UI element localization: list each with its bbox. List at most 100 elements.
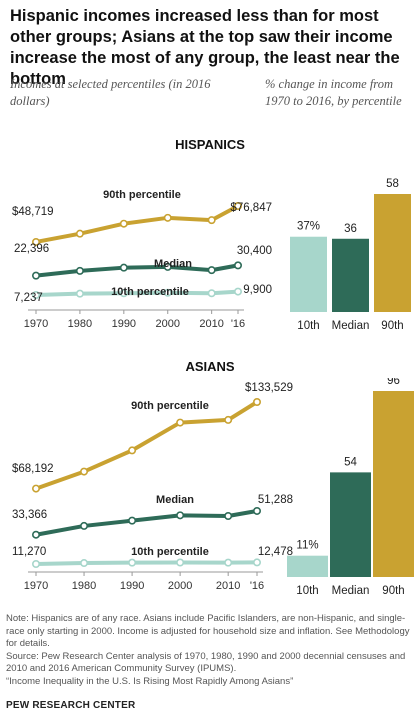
data-point-p10 bbox=[253, 558, 262, 567]
bar-category-label: Median bbox=[332, 320, 370, 332]
hispanics-section-title: HISPANICS bbox=[175, 137, 245, 152]
bar-value-label: 36 bbox=[344, 223, 357, 235]
data-point-p10 bbox=[31, 291, 40, 300]
data-point-p90 bbox=[119, 219, 128, 228]
asians-section-title: ASIANS bbox=[185, 359, 235, 374]
left-subtitle: Incomes at selected percentiles (in 2016… bbox=[10, 77, 211, 108]
series-name-label: Median bbox=[156, 494, 194, 506]
series-name-label: 10th percentile bbox=[131, 546, 209, 558]
bar-value-label: 11% bbox=[296, 540, 318, 552]
data-point-p90 bbox=[31, 237, 40, 246]
series-line-median bbox=[34, 263, 240, 278]
data-point-median bbox=[119, 263, 128, 272]
series-line-p10 bbox=[34, 560, 259, 566]
right-subtitle: % change in income from 1970 to 2016, by… bbox=[265, 77, 402, 108]
pew-research-center-logo-text: PEW RESEARCH CENTER bbox=[6, 700, 136, 711]
data-point-p10 bbox=[234, 287, 243, 296]
data-point-median bbox=[75, 266, 84, 275]
data-point-median bbox=[253, 506, 262, 515]
series-name-label: 10th percentile bbox=[111, 286, 189, 298]
notes-block: Note: Hispanics are of any race. Asians … bbox=[6, 613, 416, 688]
data-point-median bbox=[31, 271, 40, 280]
x-tick-label: 1970 bbox=[24, 318, 48, 330]
bar-value-label: 96 bbox=[387, 378, 400, 387]
x-tick-label: 2010 bbox=[199, 318, 223, 330]
series-name-label: Median bbox=[154, 258, 192, 270]
data-point-p90 bbox=[31, 484, 40, 493]
series-line-p10 bbox=[34, 289, 240, 297]
x-tick-label: 2000 bbox=[155, 318, 179, 330]
data-point-median bbox=[176, 511, 185, 520]
end-value-label: 51,288 bbox=[258, 494, 293, 506]
data-point-p10 bbox=[119, 289, 128, 298]
data-point-p10 bbox=[176, 558, 185, 567]
data-point-p10 bbox=[75, 289, 84, 298]
bar-category-label: Median bbox=[332, 585, 370, 597]
x-tick-label: 1990 bbox=[112, 318, 136, 330]
bar-category-label: 10th bbox=[297, 320, 319, 332]
bar-p10 bbox=[290, 236, 327, 312]
data-point-median bbox=[31, 530, 40, 539]
x-tick-label: 1990 bbox=[120, 580, 144, 592]
data-point-median bbox=[163, 262, 172, 271]
source-text: Source: Pew Research Center analysis of … bbox=[6, 650, 406, 675]
data-point-median bbox=[207, 266, 216, 275]
bar-p10 bbox=[287, 555, 328, 577]
data-point-median bbox=[234, 261, 243, 270]
data-point-p10 bbox=[80, 559, 89, 568]
x-tick-label: 2010 bbox=[216, 580, 240, 592]
series-name-label: 90th percentile bbox=[131, 400, 209, 412]
end-value-label: $76,847 bbox=[230, 202, 272, 214]
series-line-median bbox=[34, 508, 259, 537]
start-value-label: 11,270 bbox=[12, 546, 46, 558]
x-tick-label: '16 bbox=[250, 580, 264, 592]
data-point-median bbox=[224, 511, 233, 520]
bar-value-label: 37% bbox=[297, 221, 320, 233]
bar-median bbox=[330, 472, 371, 577]
chart-title: Hispanic incomes increased less than for… bbox=[10, 7, 400, 88]
bar-category-label: 90th bbox=[381, 320, 403, 332]
start-value-label: $48,719 bbox=[12, 206, 54, 218]
bar-category-label: 90th bbox=[382, 585, 404, 597]
data-point-p90 bbox=[224, 415, 233, 424]
data-point-p10 bbox=[163, 288, 172, 297]
hispanics-chart: 1970 1980 1990 2000 2010 '16 $48,719 $76,847 90t… bbox=[12, 178, 411, 332]
bar-value-label: 58 bbox=[386, 178, 399, 190]
bar-p90 bbox=[374, 194, 411, 312]
data-point-median bbox=[128, 516, 137, 525]
data-point-p90 bbox=[234, 201, 243, 210]
bar-median bbox=[332, 238, 369, 312]
data-point-p90 bbox=[207, 216, 216, 225]
data-point-p10 bbox=[207, 289, 216, 298]
series-line-p90 bbox=[34, 400, 259, 491]
asians-chart: 1970 1980 1990 2000 2010 '16 $68,192 $133,529 90… bbox=[12, 378, 414, 597]
bar-value-label: 54 bbox=[344, 456, 357, 468]
bar-category-label: 10th bbox=[296, 585, 318, 597]
x-tick-label: 1980 bbox=[68, 318, 92, 330]
end-value-label: 9,900 bbox=[243, 284, 272, 296]
end-value-label: 12,478 bbox=[258, 546, 293, 558]
data-point-p90 bbox=[163, 213, 172, 222]
data-point-p10 bbox=[128, 558, 137, 567]
data-point-p90 bbox=[75, 229, 84, 238]
x-tick-label: 2000 bbox=[168, 580, 192, 592]
end-value-label: 30,400 bbox=[237, 245, 272, 257]
data-point-p90 bbox=[80, 467, 89, 476]
x-tick-label: 1980 bbox=[72, 580, 96, 592]
series-line-p90 bbox=[34, 204, 240, 244]
start-value-label: 22,396 bbox=[14, 243, 49, 255]
bar-p90 bbox=[373, 391, 414, 577]
series-name-label: 90th percentile bbox=[103, 189, 181, 201]
note-text: Note: Hispanics are of any race. Asians … bbox=[6, 613, 410, 649]
x-tick-label: '16 bbox=[231, 318, 245, 330]
data-point-p90 bbox=[128, 446, 137, 455]
data-point-p90 bbox=[176, 418, 185, 427]
data-point-p10 bbox=[31, 560, 40, 569]
start-value-label: $68,192 bbox=[12, 463, 54, 475]
x-tick-label: 1970 bbox=[24, 580, 48, 592]
start-value-label: 33,366 bbox=[12, 509, 47, 521]
data-point-p10 bbox=[224, 558, 233, 567]
end-value-label: $133,529 bbox=[245, 382, 293, 394]
data-point-median bbox=[80, 521, 89, 530]
report-title-text: “Income Inequality in the U.S. Is Rising… bbox=[6, 675, 294, 687]
